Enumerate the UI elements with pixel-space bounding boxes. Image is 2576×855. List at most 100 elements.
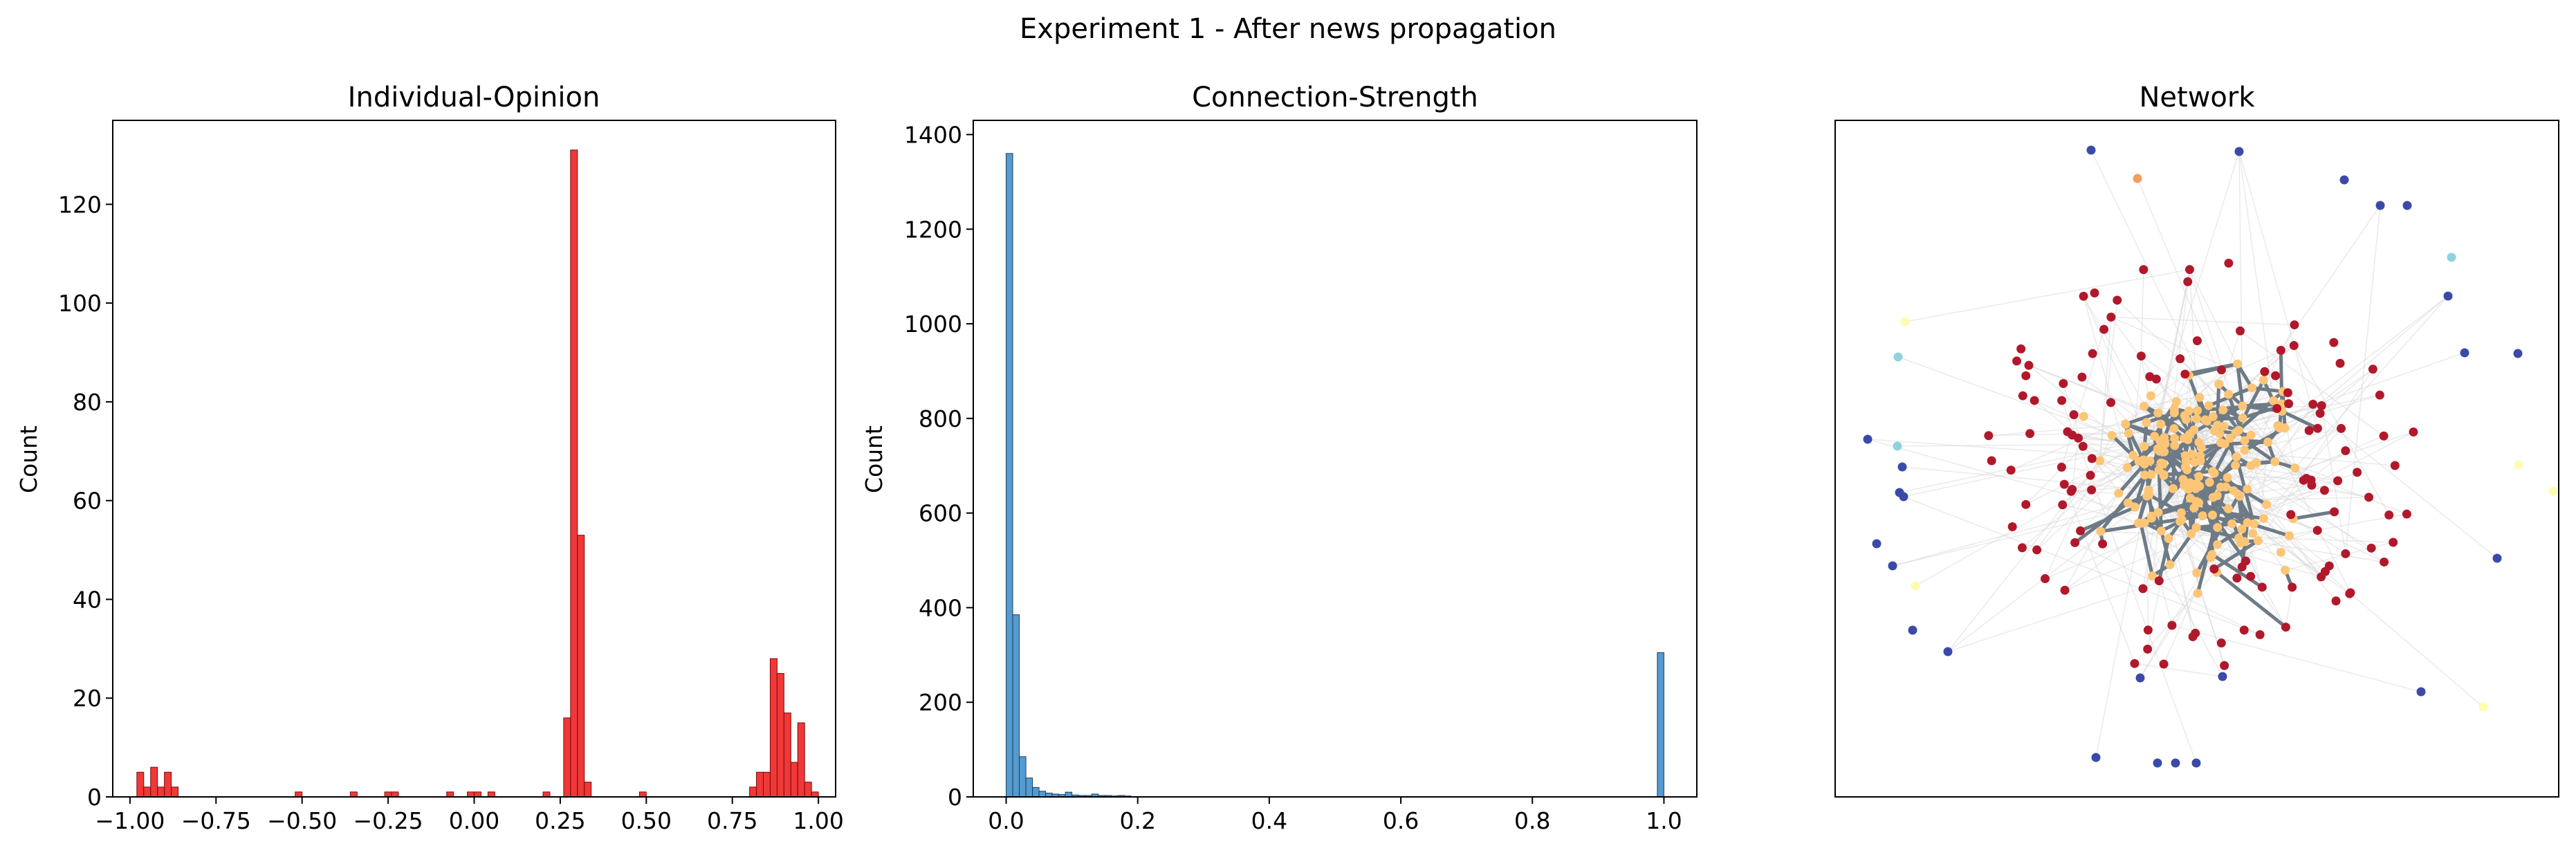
panel-connection-strength: Connection-Strength Count 0.0 0.2 0.4 0.6 0.… (861, 82, 1698, 834)
network-node (2128, 450, 2138, 460)
network-node (2259, 514, 2269, 524)
histogram-bar (150, 766, 158, 798)
network-node (2059, 479, 2069, 489)
network-node (2223, 504, 2233, 513)
network-node (2106, 398, 2116, 407)
network-node (2232, 452, 2241, 461)
histogram-bar (811, 791, 819, 798)
network-node (2195, 393, 2205, 403)
network-node (1893, 441, 1902, 451)
network-edge (2266, 484, 2312, 506)
network-node (2218, 672, 2227, 681)
network-edge (2079, 505, 2136, 533)
axes-frame-connection-strength (973, 120, 1698, 798)
network-node (2235, 491, 2245, 501)
axes-frame-network (1834, 120, 2559, 798)
network-edge (2157, 411, 2191, 436)
network-node (2090, 288, 2099, 297)
network-node (2079, 412, 2088, 421)
network-node (2021, 499, 2031, 509)
network-node (2021, 371, 2031, 380)
network-edge (2311, 431, 2414, 486)
histogram-bar (804, 782, 812, 798)
network-node (2130, 659, 2140, 668)
network-node (2135, 673, 2145, 683)
histogram-bar (1025, 778, 1033, 798)
network-node (2143, 644, 2153, 654)
network-node (2059, 378, 2068, 388)
network-node (2087, 454, 2097, 463)
histogram-bar (143, 787, 151, 798)
histogram-bar (1006, 153, 1013, 798)
x-tick-label: 0.75 (707, 807, 757, 834)
network-node (2159, 470, 2169, 480)
network-node (2260, 367, 2270, 376)
histogram-bar (1657, 652, 1664, 798)
network-node (2153, 508, 2163, 517)
network-node (2213, 522, 2223, 532)
network-node (2191, 758, 2201, 768)
network-node (2167, 620, 2177, 630)
network-node (2366, 543, 2376, 553)
histogram-bar (1019, 756, 1027, 798)
network-node (2379, 431, 2389, 441)
network-node (2402, 509, 2411, 519)
network-node (2283, 388, 2292, 398)
network-node (2156, 458, 2166, 468)
network-edge (2294, 295, 2449, 469)
network-edge (2137, 522, 2223, 677)
network-node (2138, 584, 2148, 594)
network-node (2143, 625, 2153, 635)
y-ticks-individual-opinion: 0 20 40 60 80 100 120 (58, 191, 113, 811)
network-edge (2281, 410, 2319, 430)
x-tick-label: −1.00 (95, 807, 165, 834)
network-edge (2157, 537, 2171, 582)
network-edge (2171, 625, 2422, 692)
network-node (2249, 519, 2258, 528)
network-node (2315, 408, 2325, 418)
network-edge (2083, 296, 2173, 626)
network-node (2331, 596, 2341, 606)
network-node (2513, 349, 2523, 358)
network-node (2389, 537, 2398, 547)
histogram-bar (1012, 614, 1020, 798)
histogram-bar (756, 771, 764, 798)
network-node (2239, 625, 2249, 635)
x-tick-label: 0.6 (1383, 807, 1419, 834)
network-node (2095, 456, 2105, 466)
network-node (2225, 434, 2235, 443)
histogram-bar (577, 535, 585, 798)
network-node (2339, 175, 2349, 185)
network-node (2192, 336, 2202, 346)
network-node (2232, 573, 2242, 583)
network-node (2121, 419, 2131, 429)
network-edge (2160, 530, 2172, 565)
network-node (2280, 423, 2290, 433)
network-node (2341, 446, 2350, 456)
network-node (2007, 522, 2017, 532)
network-node (2086, 145, 2096, 155)
network-node (2319, 486, 2329, 495)
network-node (2140, 401, 2149, 411)
x-tick-label: 0.2 (1119, 807, 1155, 834)
y-tick-label: 0 (87, 784, 102, 811)
y-tick-label: 400 (919, 594, 962, 621)
network-edge (2021, 454, 2134, 549)
network-node (2240, 436, 2250, 445)
network-edge (2198, 441, 2337, 602)
x-tick-label: −0.50 (267, 807, 337, 834)
histogram-bar (783, 712, 791, 798)
histogram-bar (797, 722, 805, 798)
histogram-bar (1065, 791, 1073, 798)
network-node (2247, 383, 2257, 393)
x-tick-label: 0.50 (621, 807, 672, 834)
histogram-bar (349, 791, 358, 798)
network-node (2099, 324, 2109, 334)
network-node (2285, 531, 2294, 541)
network-node (2263, 437, 2273, 447)
network-edge (2212, 470, 2369, 498)
network-node (2164, 533, 2173, 543)
network-edge (2345, 205, 2381, 554)
network-node (2196, 451, 2205, 461)
histogram-bar (164, 771, 172, 798)
